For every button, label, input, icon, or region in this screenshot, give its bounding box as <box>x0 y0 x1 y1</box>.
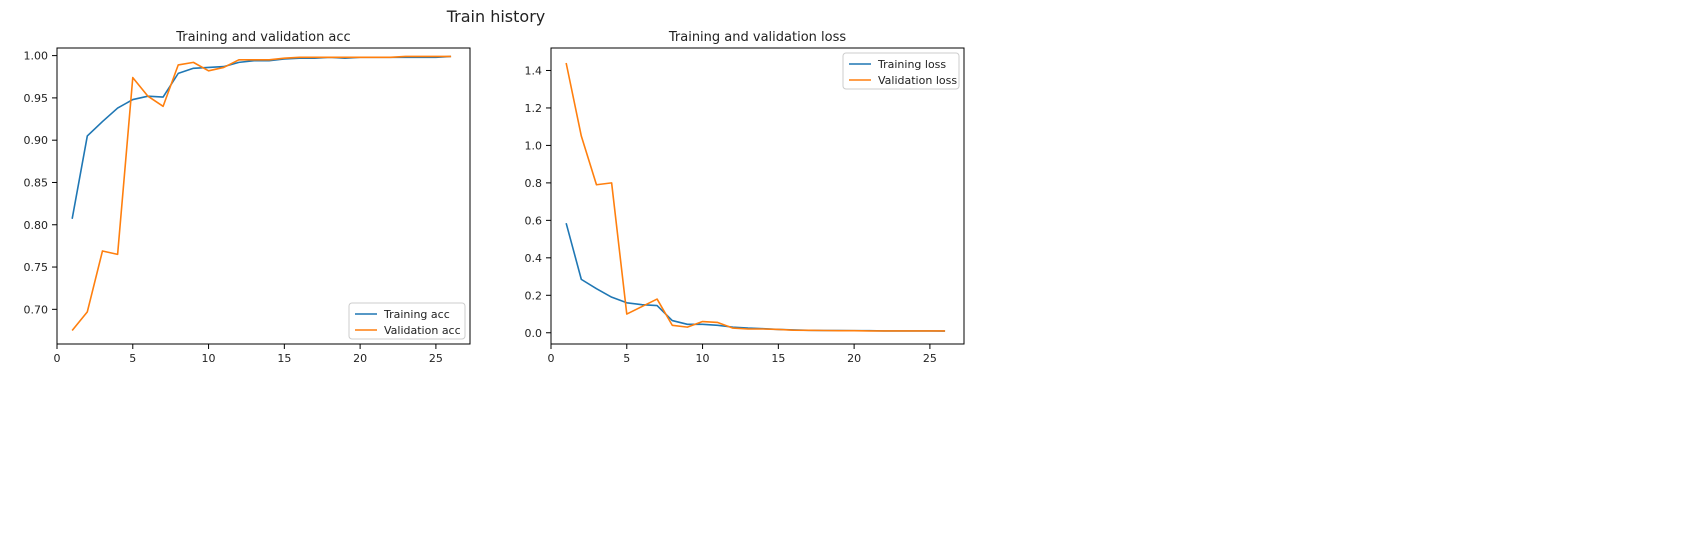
legend-box <box>842 52 960 90</box>
x-tick-label: 20 <box>847 352 861 365</box>
series-line-validation-acc <box>71 55 452 331</box>
x-tick-label: 20 <box>353 352 367 365</box>
x-tick-label: 5 <box>129 352 136 365</box>
series-line-validation-loss <box>565 62 946 332</box>
y-tick-label: 1.0 <box>525 139 543 152</box>
chart-1: Training and validation acc 0 5 10 15 20 25 0.7… <box>24 30 471 365</box>
y-tick-label: 0.85 <box>24 176 49 189</box>
legend-label: Training acc <box>383 308 450 321</box>
y-tick-label: 0.70 <box>24 303 49 316</box>
y-tick-label: 0.6 <box>525 214 543 227</box>
y-tick-label: 1.2 <box>525 102 543 115</box>
y-tick-label: 0.80 <box>24 219 49 232</box>
y-tick-label: 0.95 <box>24 92 49 105</box>
series-line-training-acc <box>71 55 452 219</box>
x-tick-label: 15 <box>771 352 785 365</box>
y-tick-label: 1.4 <box>525 64 543 77</box>
x-tick-label: 10 <box>696 352 710 365</box>
x-tick-label: 0 <box>548 352 555 365</box>
x-tick-label: 5 <box>623 352 630 365</box>
plot-frame <box>56 47 471 345</box>
legend: Training loss Validation loss <box>842 52 960 90</box>
chart-2: Training and validation loss 0 5 10 15 20 25 0.… <box>525 30 965 365</box>
figure-suptitle: Train history <box>446 7 546 26</box>
y-tick-label: 0.4 <box>525 252 543 265</box>
y-tick-label: 0.75 <box>24 261 49 274</box>
y-tick-label: 0.0 <box>525 327 543 340</box>
x-tick-label: 15 <box>277 352 291 365</box>
chart-title: Training and validation acc <box>175 30 350 45</box>
x-tick-label: 25 <box>923 352 937 365</box>
y-tick-label: 0.2 <box>525 289 543 302</box>
legend-label: Validation acc <box>384 324 461 337</box>
plot-frame <box>550 47 965 345</box>
legend: Training acc Validation acc <box>348 302 466 340</box>
legend-box <box>348 302 466 340</box>
y-tick-label: 0.8 <box>525 177 543 190</box>
y-tick-label: 1.00 <box>24 50 49 63</box>
x-tick-label: 25 <box>429 352 443 365</box>
legend-label: Training loss <box>877 58 946 71</box>
y-tick-label: 0.90 <box>24 134 49 147</box>
x-tick-label: 0 <box>54 352 61 365</box>
legend-label: Validation loss <box>878 74 957 87</box>
chart-title: Training and validation loss <box>668 30 846 45</box>
x-tick-label: 10 <box>202 352 216 365</box>
